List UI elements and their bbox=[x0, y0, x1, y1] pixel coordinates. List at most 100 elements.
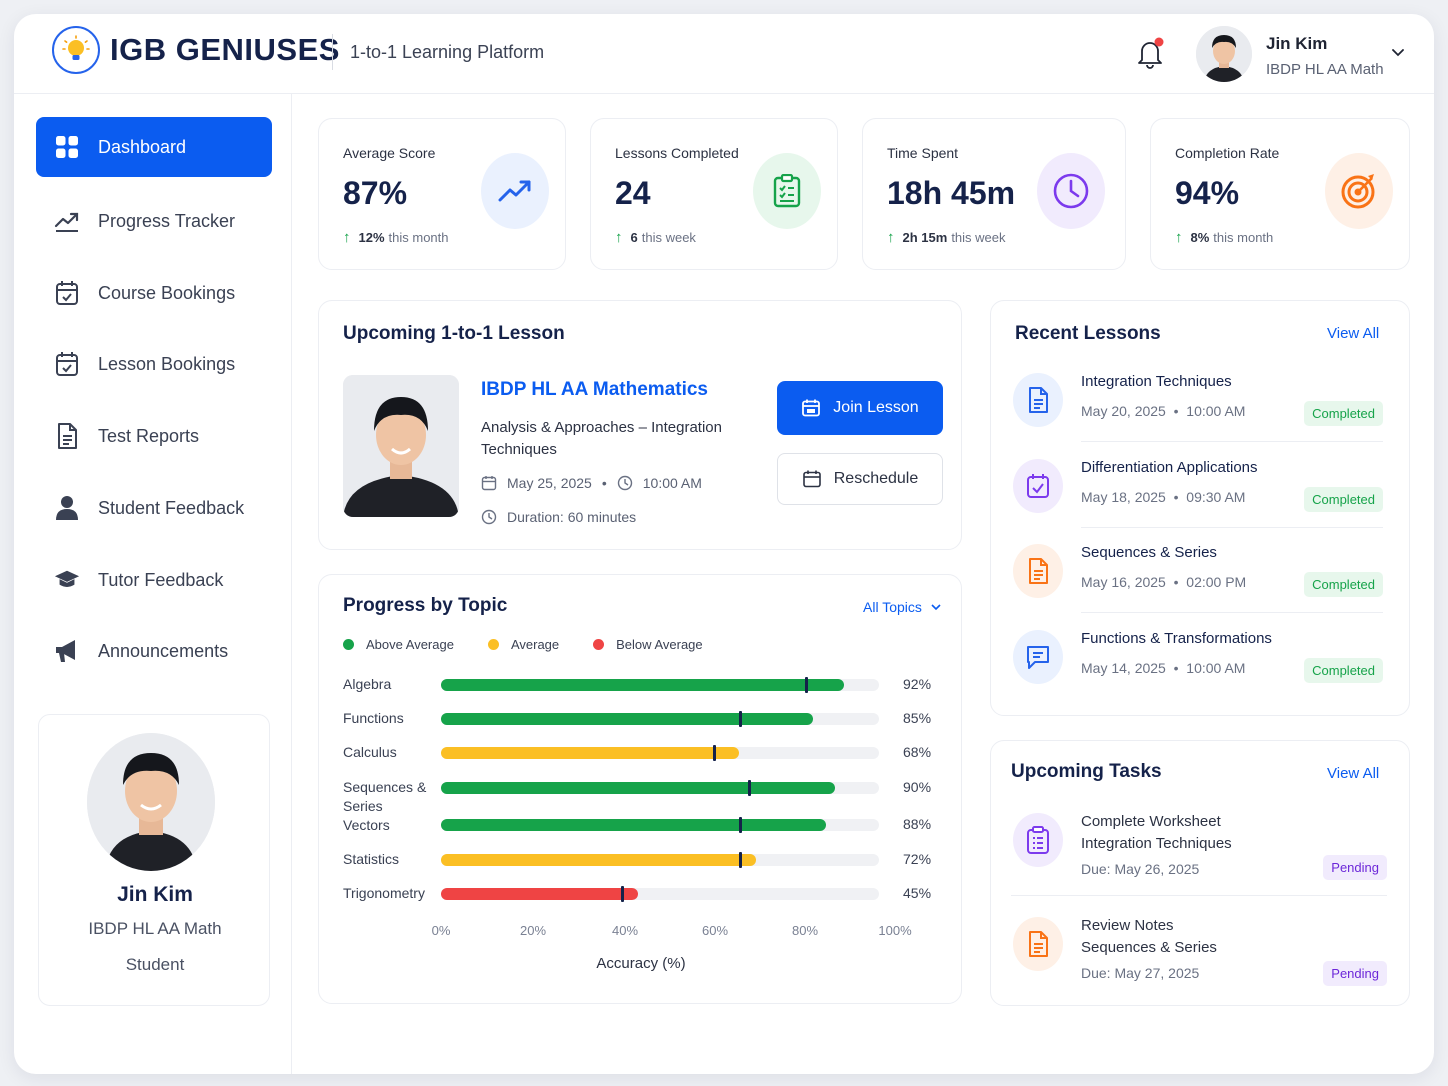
stat-label: Lessons Completed bbox=[615, 145, 739, 161]
x-tick-label: 80% bbox=[791, 923, 819, 938]
status-badge: Completed bbox=[1304, 658, 1383, 683]
x-axis-label: Accuracy (%) bbox=[596, 955, 686, 972]
bar-marker bbox=[738, 711, 742, 727]
bar-marker bbox=[804, 677, 808, 693]
avatar-image bbox=[1196, 26, 1252, 82]
delta-value: 2h 15m bbox=[902, 230, 948, 245]
sidebar-item-announcements[interactable]: Announcements bbox=[36, 621, 272, 681]
tagline: 1-to-1 Learning Platform bbox=[350, 42, 545, 62]
app-window: IGB GENIUSES 1-to-1 Learning Platform Ji… bbox=[14, 14, 1434, 1074]
sidebar-item-dashboard[interactable]: Dashboard bbox=[36, 117, 272, 177]
header-user-name: Jin Kim bbox=[1266, 34, 1328, 53]
user-menu-toggle[interactable] bbox=[1390, 44, 1406, 60]
header-divider bbox=[332, 34, 333, 70]
avatar-image bbox=[343, 375, 459, 517]
topic-label: Algebra bbox=[343, 676, 392, 692]
document-icon bbox=[1013, 544, 1063, 598]
document-icon bbox=[1013, 917, 1063, 971]
calendar-check-icon bbox=[54, 280, 80, 306]
bar-track bbox=[441, 817, 879, 833]
document-icon bbox=[54, 423, 80, 449]
topic-label: Trigonometry bbox=[343, 885, 425, 901]
x-tick-label: 40% bbox=[611, 923, 639, 938]
legend-dot bbox=[593, 639, 605, 650]
legend-dot bbox=[487, 639, 499, 650]
lesson-topic: Analysis & Approaches – Integration Tech… bbox=[481, 419, 722, 458]
legend-label: Below Average bbox=[616, 637, 703, 652]
sidebar-item-course-bookings[interactable]: Course Bookings bbox=[36, 263, 272, 323]
upcoming-tasks-card: Upcoming Tasks View All Complete Workshe… bbox=[990, 740, 1410, 1006]
bar-track bbox=[441, 780, 879, 796]
notification-button[interactable] bbox=[1134, 36, 1166, 70]
stat-label: Completion Rate bbox=[1175, 145, 1280, 161]
bell-icon bbox=[1138, 37, 1164, 69]
x-tick-label: 60% bbox=[701, 923, 729, 938]
lesson-title: Integration Techniques bbox=[1081, 373, 1232, 390]
recent-lesson-item[interactable]: Integration Techniques May 20, 2025 • 10:… bbox=[1011, 373, 1383, 442]
calendar-check-icon bbox=[1013, 459, 1063, 513]
bar bbox=[441, 782, 836, 794]
sidebar-item-test-reports[interactable]: Test Reports bbox=[36, 406, 272, 466]
topic-filter-dropdown[interactable]: All Topics bbox=[863, 599, 942, 615]
lesson-date: May 20, 2025 • 10:00 AM bbox=[1081, 403, 1246, 419]
sidebar-item-progress-tracker[interactable]: Progress Tracker bbox=[36, 191, 272, 251]
task-topic: Sequences & Series bbox=[1081, 939, 1217, 956]
upcoming-tasks-view-all-link[interactable]: View All bbox=[1327, 765, 1380, 782]
list-divider bbox=[1081, 527, 1383, 528]
logo bbox=[52, 26, 100, 74]
sidebar-item-lesson-bookings[interactable]: Lesson Bookings bbox=[36, 334, 272, 394]
stat-delta: ↑ 12% this month bbox=[343, 229, 449, 246]
document-icon bbox=[1013, 373, 1063, 427]
task-item[interactable]: Complete Worksheet Integration Techniques… bbox=[1011, 811, 1387, 896]
stat-value: 87% bbox=[343, 175, 408, 211]
delta-value: 6 bbox=[630, 230, 638, 245]
header-avatar[interactable] bbox=[1196, 26, 1252, 82]
stat-delta: ↑ 6 this week bbox=[615, 229, 696, 246]
bar-track bbox=[441, 745, 879, 761]
lesson-title: Differentiation Applications bbox=[1081, 459, 1258, 476]
sidebar-item-label: Lesson Bookings bbox=[98, 353, 236, 374]
clock-icon bbox=[617, 475, 632, 491]
avatar bbox=[87, 733, 215, 871]
recent-lesson-item[interactable]: Differentiation Applications May 18, 2025… bbox=[1011, 459, 1383, 528]
sidebar-item-tutor-feedback[interactable]: Tutor Feedback bbox=[36, 550, 272, 610]
sidebar-item-student-feedback[interactable]: Student Feedback bbox=[36, 478, 272, 538]
bar bbox=[441, 747, 739, 759]
chevron-down-icon bbox=[1392, 49, 1404, 57]
topic-label: Calculus bbox=[343, 744, 397, 760]
lesson-date: May 25, 2025 bbox=[507, 475, 592, 491]
profile-name: Jin Kim bbox=[117, 883, 193, 906]
bar-track bbox=[441, 677, 879, 693]
lesson-date: May 14, 2025 • 10:00 AM bbox=[1081, 660, 1246, 676]
status-badge: Pending bbox=[1323, 855, 1387, 880]
bar-track bbox=[441, 852, 879, 868]
legend-item-below: Below Average bbox=[593, 637, 703, 652]
bar-marker bbox=[738, 852, 742, 868]
card-title: Upcoming Tasks bbox=[1011, 761, 1162, 782]
lesson-title: Sequences & Series bbox=[1081, 544, 1217, 561]
list-divider bbox=[1011, 895, 1387, 896]
stat-value: 94% bbox=[1175, 175, 1240, 211]
reschedule-button[interactable]: Reschedule bbox=[777, 453, 943, 505]
join-lesson-button[interactable]: Join Lesson bbox=[777, 381, 943, 435]
target-icon bbox=[1325, 153, 1393, 229]
recent-lessons-view-all-link[interactable]: View All bbox=[1327, 325, 1380, 342]
task-item[interactable]: Review Notes Sequences & Series Due: May 2… bbox=[1011, 915, 1387, 991]
megaphone-icon bbox=[54, 638, 80, 664]
grid-icon bbox=[54, 134, 80, 160]
recent-lesson-item[interactable]: Functions & Transformations May 14, 2025 … bbox=[1011, 630, 1383, 690]
stat-card-completion-rate: Completion Rate 94% ↑ 8% this month bbox=[1150, 118, 1410, 270]
recent-lesson-item[interactable]: Sequences & Series May 16, 2025 • 02:00 P… bbox=[1011, 544, 1383, 613]
status-badge: Pending bbox=[1323, 961, 1387, 986]
topic-label: Sequences & Series bbox=[343, 779, 427, 814]
lesson-course[interactable]: IBDP HL AA Mathematics bbox=[481, 379, 708, 400]
bar-marker bbox=[712, 745, 716, 761]
bar-value-label: 68% bbox=[903, 744, 932, 760]
clock-icon bbox=[481, 509, 497, 525]
legend-item-above: Above Average bbox=[343, 637, 454, 652]
bar-track bbox=[441, 886, 879, 902]
sidebar-item-label: Tutor Feedback bbox=[98, 569, 224, 590]
sidebar-item-label: Test Reports bbox=[98, 425, 200, 446]
topic-filter-label: All Topics bbox=[863, 599, 922, 615]
stat-card-time-spent: Time Spent 18h 45m ↑ 2h 15m this week bbox=[862, 118, 1126, 270]
